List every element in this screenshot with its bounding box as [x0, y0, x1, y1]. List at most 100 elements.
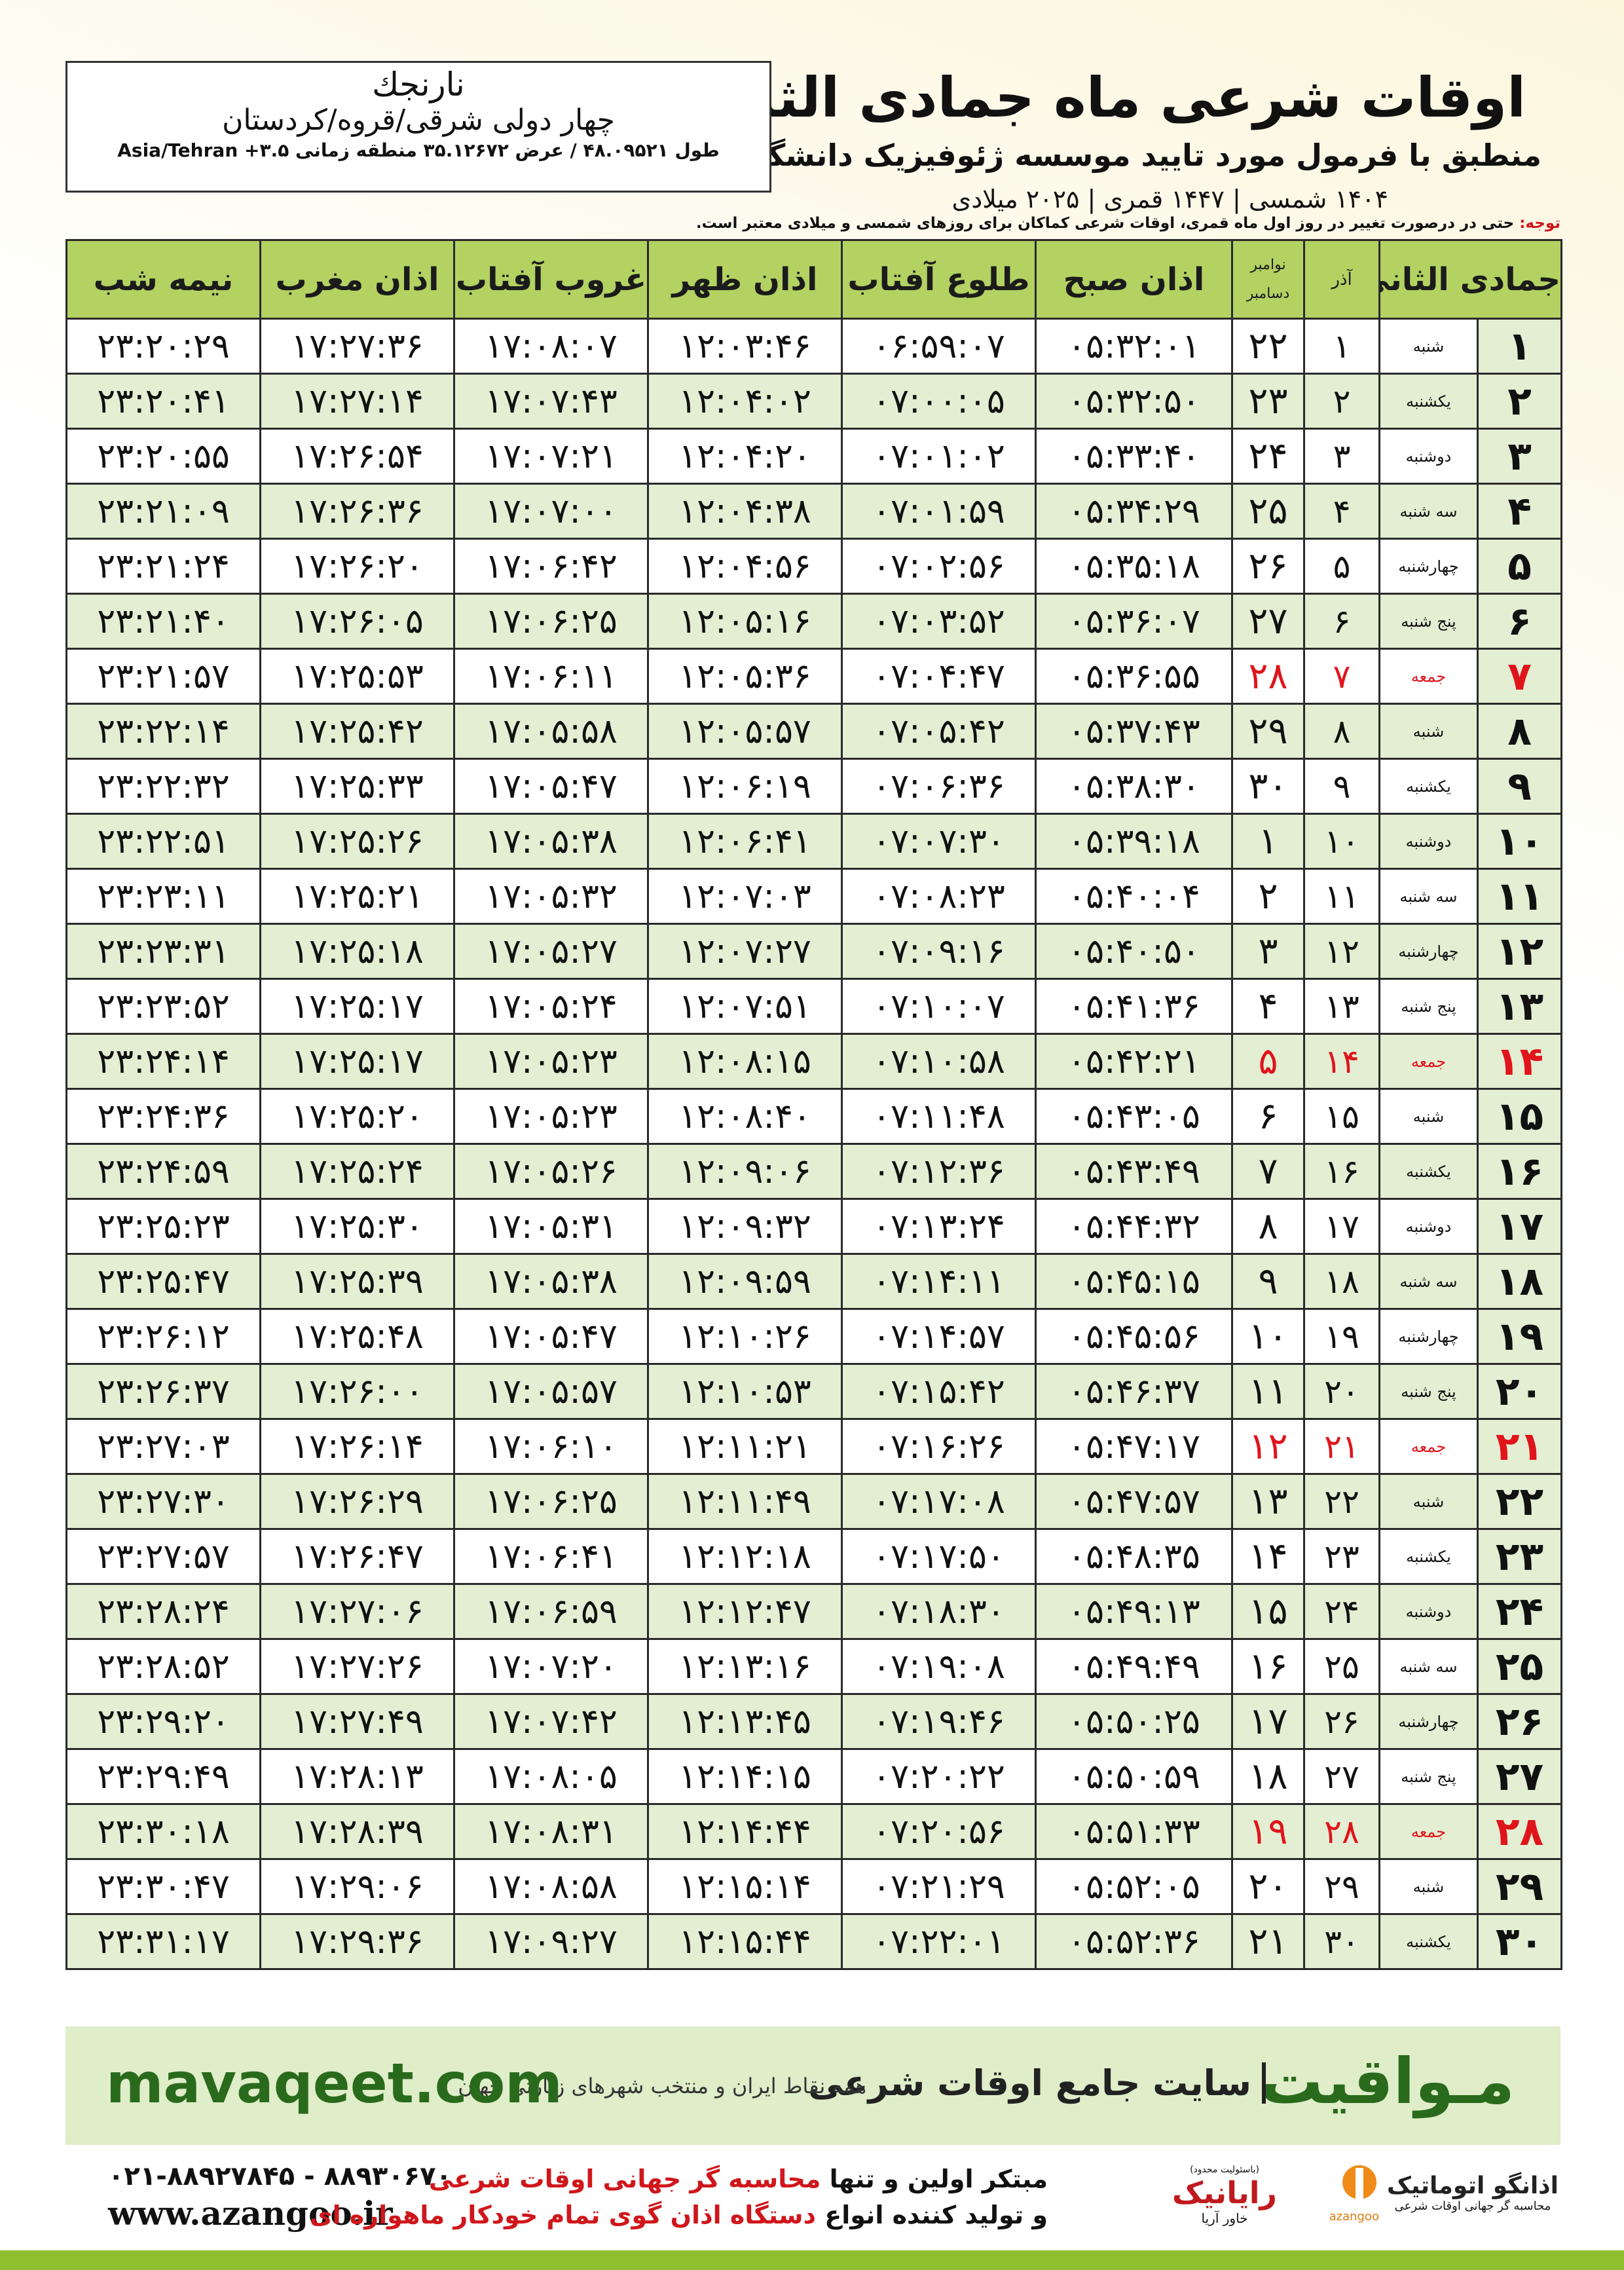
cell: ۲۵: [1303, 1638, 1380, 1695]
cell: ۰۷:۰۹:۱۶: [841, 923, 1037, 980]
cell: ۲۱: [1231, 1913, 1305, 1970]
cell: ۱۷:۰۸:۰۷: [453, 318, 649, 375]
table-row: ۱۷ دوشنبه ۱۷ ۸ ۰۵:۴۴:۳۲ ۰۷:۱۳:۲۴ ۱۲:۰۹:۳۲ ۱۷:۰۵…: [65, 1198, 1562, 1255]
cell: ۳۰: [1303, 1913, 1380, 1970]
cell: ۰۵:۴۰:۰۴: [1035, 868, 1233, 925]
cell: ۱۷:۲۶:۱۴: [259, 1418, 455, 1475]
cell: یکشنبه: [1378, 758, 1479, 815]
cell: ۲۳:۲۵:۲۳: [65, 1198, 261, 1255]
cell: ۵: [1303, 538, 1380, 595]
cell: ۰۷:۰۷:۳۰: [841, 813, 1037, 870]
cell: ۲: [1303, 373, 1380, 430]
banner: مـواقیت سایت جامع اوقات شرعی همه نقاط ای…: [65, 2026, 1560, 2145]
cell: ۱۲:۰۵:۱۶: [647, 593, 843, 650]
cell: ۰۵:۴۶:۳۷: [1035, 1363, 1233, 1420]
cell: ۲۲: [1477, 1473, 1562, 1530]
cell: ۱۷:۲۸:۳۹: [259, 1803, 455, 1860]
cell: ۱۲:۰۴:۵۶: [647, 538, 843, 595]
cell: ۱۲:۱۰:۲۶: [647, 1308, 843, 1365]
cell: ۲۳:۲۴:۳۶: [65, 1088, 261, 1145]
cell: ۱۷:۰۷:۰۰: [453, 483, 649, 540]
cell: ۲: [1231, 868, 1305, 925]
cell: ۱۹: [1303, 1308, 1380, 1365]
cell: ۰۷:۰۶:۳۶: [841, 758, 1037, 815]
cell: ۱۷:۲۵:۳۳: [259, 758, 455, 815]
cell: ۲۸: [1477, 1803, 1562, 1860]
cell: یکشنبه: [1378, 1528, 1479, 1585]
cell: ۱۲:۰۴:۰۲: [647, 373, 843, 430]
cell: ۰۵:۳۲:۰۱: [1035, 318, 1233, 375]
cell: ۳: [1303, 428, 1380, 485]
table-row: ۱۹ چهارشنبه ۱۹ ۱۰ ۰۵:۴۵:۵۶ ۰۷:۱۴:۵۷ ۱۲:۱۰:۲۶ ۱۷…: [65, 1308, 1562, 1365]
cell: ۵: [1231, 1033, 1305, 1090]
table-row: ۱۱ سه شنبه ۱۱ ۲ ۰۵:۴۰:۰۴ ۰۷:۰۸:۲۳ ۱۲:۰۷:۰۳ ۱۷:۰…: [65, 868, 1562, 925]
cell: شنبه: [1378, 1473, 1479, 1530]
website: mavaqeet.com: [106, 2051, 563, 2115]
cell: ۲۳:۲۱:۲۴: [65, 538, 261, 595]
col-header: دسامبر: [1246, 285, 1290, 302]
cell: ۱۷:۰۹:۲۷: [453, 1913, 649, 1970]
cell: ۱۷:۰۶:۴۱: [453, 1528, 649, 1585]
location-box: نارنجك چهار دولی شرقی/قروه/کردستان طول ۴…: [65, 61, 771, 193]
cell: دوشنبه: [1378, 813, 1479, 870]
table-row: ۲۰ پنج شنبه ۲۰ ۱۱ ۰۵:۴۶:۳۷ ۰۷:۱۵:۴۲ ۱۲:۱۰:۵۳ ۱۷…: [65, 1363, 1562, 1420]
table-row: ۵ چهارشنبه ۵ ۲۶ ۰۵:۳۵:۱۸ ۰۷:۰۲:۵۶ ۱۲:۰۴:۵۶ ۱۷:۰…: [65, 538, 1562, 595]
cell: ۲۴: [1303, 1583, 1380, 1640]
cell: ۱۲:۱۱:۴۹: [647, 1473, 843, 1530]
cell: ۰۷:۰۱:۰۲: [841, 428, 1037, 485]
cell: ۰۵:۵۲:۰۵: [1035, 1858, 1233, 1915]
cell: ۱۷:۰۶:۵۹: [453, 1583, 649, 1640]
cell: یکشنبه: [1378, 1913, 1479, 1970]
partner-note: (باسئولیت محدود): [1190, 2165, 1259, 2175]
cell: ۲۳:۳۰:۴۷: [65, 1858, 261, 1915]
cell: ۱۷: [1231, 1693, 1305, 1750]
cell: ۲۳:۲۲:۳۲: [65, 758, 261, 815]
cell: ۲۷: [1303, 1748, 1380, 1805]
cell: ۲۳:۲۱:۵۷: [65, 648, 261, 705]
cell: ۹: [1477, 758, 1562, 815]
cell: ۲۲: [1231, 318, 1305, 375]
cell: ۱۶: [1477, 1143, 1562, 1200]
cell: ۱۲:۱۲:۱۸: [647, 1528, 843, 1585]
location-name: نارنجك: [372, 65, 465, 103]
table-row: ۲۴ دوشنبه ۲۴ ۱۵ ۰۵:۴۹:۱۳ ۰۷:۱۸:۳۰ ۱۲:۱۲:۴۷ ۱۷:۰…: [65, 1583, 1562, 1640]
cell: ۰۷:۱۱:۴۸: [841, 1088, 1037, 1145]
cell: جمعه: [1378, 648, 1479, 705]
cell: ۰۵:۵۱:۳۳: [1035, 1803, 1233, 1860]
cell: ۲۱: [1303, 1418, 1380, 1475]
cell: ۰۵:۴۷:۵۷: [1035, 1473, 1233, 1530]
cell: ۲۸: [1303, 1803, 1380, 1860]
cell: ۰۷:۱۹:۴۶: [841, 1693, 1037, 1750]
cell: ۱۷:۲۵:۴۸: [259, 1308, 455, 1365]
cell: ۱۷:۰۵:۲۳: [453, 1088, 649, 1145]
cell: ۰۷:۱۶:۲۶: [841, 1418, 1037, 1475]
cell: ۲۹: [1231, 703, 1305, 760]
cell: ۱۷:۲۶:۳۶: [259, 483, 455, 540]
cell: ۱۷:۰۷:۴۳: [453, 373, 649, 430]
cell: ۰۵:۴۹:۴۹: [1035, 1638, 1233, 1695]
table-body: ۱ شنبه ۱ ۲۲ ۰۵:۳۲:۰۱ ۰۶:۵۹:۰۷ ۱۲:۰۳:۴۶ ۱۷:۰۸:۰۷…: [65, 318, 1562, 1970]
cell: ۲۹: [1303, 1858, 1380, 1915]
cell: ۰۷:۱۴:۵۷: [841, 1308, 1037, 1365]
cell: ۱۵: [1303, 1088, 1380, 1145]
cell: ۰۷:۱۷:۰۸: [841, 1473, 1037, 1530]
cell: ۳: [1231, 923, 1305, 980]
cell: ۰۷:۱۰:۵۸: [841, 1033, 1037, 1090]
cell: ۲۳:۲۲:۵۱: [65, 813, 261, 870]
col-header: جمادی الثانی: [1378, 239, 1562, 320]
cell: شنبه: [1378, 1858, 1479, 1915]
cell: ۲۳:۲۸:۵۲: [65, 1638, 261, 1695]
prayer-table: جمادی الثانی آذر نوامبر دسامبر اذان صبحطل…: [65, 239, 1562, 1970]
col-header: طلوع آفتاب: [841, 239, 1037, 320]
cell: ۹: [1303, 758, 1380, 815]
cell: دوشنبه: [1378, 1583, 1479, 1640]
cell: ۱۲: [1303, 923, 1380, 980]
cell: پنج شنبه: [1378, 593, 1479, 650]
cell: یکشنبه: [1378, 1143, 1479, 1200]
cell: ۱۷:۰۵:۳۱: [453, 1198, 649, 1255]
cell: ۰۵:۵۲:۳۶: [1035, 1913, 1233, 1970]
cell: ۰۵:۳۵:۱۸: [1035, 538, 1233, 595]
cell: ۱۷:۰۷:۴۲: [453, 1693, 649, 1750]
cell: ۱۷:۰۵:۵۷: [453, 1363, 649, 1420]
cell: ۱۷:۰۵:۳۸: [453, 813, 649, 870]
